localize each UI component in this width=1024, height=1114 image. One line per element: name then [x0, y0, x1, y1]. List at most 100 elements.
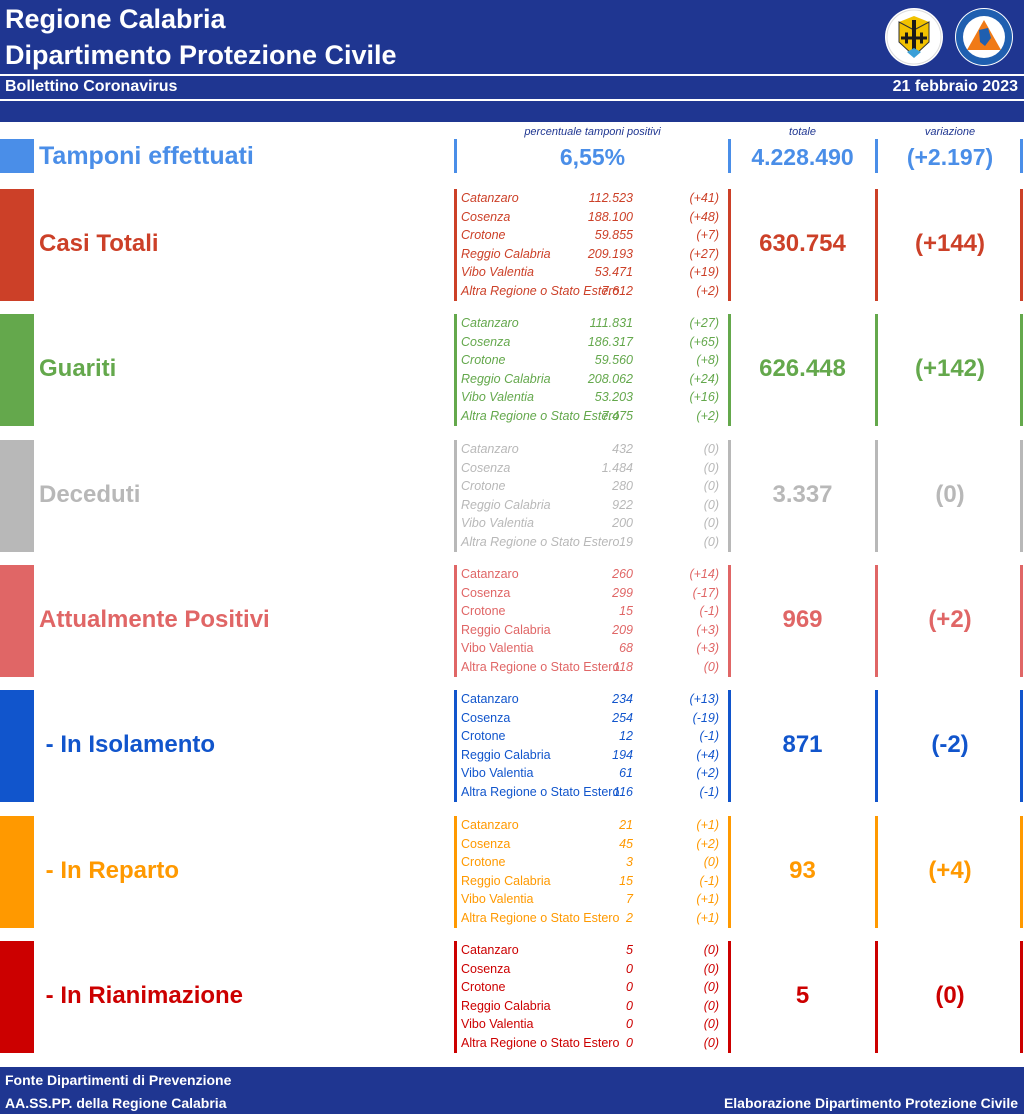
province-value: 234	[612, 692, 633, 706]
province-value: 208.062	[587, 372, 633, 386]
province-value: 280	[612, 479, 633, 493]
protezione-civile-logo-icon	[955, 8, 1013, 66]
province-variation: (+27)	[689, 316, 719, 330]
casi-totali-variation: (+144)	[914, 230, 986, 257]
province-row: Catanzaro 432 (0)	[461, 442, 721, 460]
deceduti-section: Deceduti Catanzaro 432 (0) Cosenza 1.484 (0) Cr…	[0, 440, 1024, 552]
province-value: 7	[626, 892, 633, 906]
province-name: Catanzaro	[461, 316, 519, 330]
province-name: Reggio Calabria	[461, 874, 551, 888]
province-variation: (+7)	[696, 228, 719, 242]
province-name: Catanzaro	[461, 943, 519, 957]
province-variation: (+2)	[696, 409, 719, 423]
province-row: Altra Regione o Stato Estero 7.612 (+2)	[461, 284, 721, 302]
guariti-province-list: Catanzaro 111.831 (+27) Cosenza 186.317 (+65)…	[461, 316, 731, 424]
province-variation: (0)	[703, 535, 719, 549]
header: Regione Calabria Dipartimento Protezione…	[0, 0, 1024, 122]
province-name: Reggio Calabria	[461, 247, 551, 261]
province-variation: (-17)	[692, 586, 719, 600]
bulletin-name: Bollettino Coronavirus	[5, 78, 178, 95]
deceduti-label: Deceduti	[39, 481, 141, 508]
province-name: Cosenza	[461, 711, 511, 725]
province-name: Altra Regione o Stato Estero	[461, 911, 620, 925]
in-reparto-total: 93	[789, 857, 816, 884]
province-row: Reggio Calabria 194 (+4)	[461, 748, 721, 766]
province-variation: (+14)	[689, 567, 719, 581]
province-name: Crotone	[461, 353, 506, 367]
province-row: Reggio Calabria 209.193 (+27)	[461, 247, 721, 265]
province-variation: (+1)	[696, 911, 719, 925]
province-name: Catanzaro	[461, 442, 519, 456]
province-variation: (0)	[703, 461, 719, 475]
deceduti-province-list: Catanzaro 432 (0) Cosenza 1.484 (0) Crotone 280…	[461, 442, 731, 550]
province-variation: (0)	[703, 1017, 719, 1031]
tamponi-pct: 6,55%	[559, 144, 626, 170]
province-value: 53.203	[594, 390, 633, 404]
province-name: Reggio Calabria	[461, 372, 551, 386]
in-reparto-divider	[875, 816, 878, 928]
province-variation: (+3)	[696, 641, 719, 655]
province-variation: (0)	[703, 479, 719, 493]
column-total-heading: totale	[789, 126, 816, 138]
province-row: Catanzaro 21 (+1)	[461, 818, 721, 836]
province-value: 0	[626, 1036, 633, 1050]
in-isolamento-variation: (-2)	[931, 731, 969, 758]
casi-totali-divider	[728, 189, 731, 301]
footer-source: Fonte Dipartimenti di Prevenzione	[5, 1072, 232, 1088]
province-variation: (-19)	[692, 711, 719, 725]
province-variation: (+4)	[696, 748, 719, 762]
province-row: Altra Regione o Stato Estero 0 (0)	[461, 1036, 721, 1054]
province-row: Vibo Valentia 200 (0)	[461, 516, 721, 534]
province-name: Vibo Valentia	[461, 390, 534, 404]
province-name: Vibo Valentia	[461, 766, 534, 780]
province-row: Crotone 280 (0)	[461, 479, 721, 497]
deceduti-divider	[454, 440, 457, 552]
footer: Fonte Dipartimenti di Prevenzione AA.SS.…	[0, 1067, 1024, 1114]
in-rianimazione-divider	[875, 941, 878, 1053]
province-row: Altra Regione o Stato Estero 2 (+1)	[461, 911, 721, 929]
attualmente-positivi-color-block	[0, 565, 34, 677]
casi-totali-divider	[454, 189, 457, 301]
province-row: Crotone 12 (-1)	[461, 729, 721, 747]
in-rianimazione-label: - In Rianimazione	[39, 982, 244, 1009]
province-name: Altra Regione o Stato Estero	[461, 1036, 620, 1050]
province-row: Cosenza 254 (-19)	[461, 711, 721, 729]
province-value: 3	[626, 855, 633, 869]
province-name: Cosenza	[461, 837, 511, 851]
in-isolamento-province-list: Catanzaro 234 (+13) Cosenza 254 (-19) Crotone 1…	[461, 692, 731, 800]
tamponi-divider	[875, 139, 878, 173]
tamponi-label: Tamponi effettuati	[39, 142, 254, 170]
province-name: Cosenza	[461, 210, 511, 224]
column-variation-heading: variazione	[924, 126, 976, 138]
province-name: Catanzaro	[461, 567, 519, 581]
province-variation: (0)	[703, 999, 719, 1013]
province-row: Vibo Valentia 53.471 (+19)	[461, 265, 721, 283]
province-value: 209.193	[587, 247, 633, 261]
province-name: Cosenza	[461, 461, 511, 475]
province-variation: (+1)	[696, 892, 719, 906]
province-variation: (+27)	[689, 247, 719, 261]
guariti-divider	[728, 314, 731, 426]
province-variation: (0)	[703, 442, 719, 456]
province-variation: (+19)	[689, 265, 719, 279]
province-value: 111.831	[589, 316, 633, 330]
in-reparto-color-block	[0, 816, 34, 928]
province-row: Reggio Calabria 922 (0)	[461, 498, 721, 516]
in-reparto-divider	[1020, 816, 1023, 928]
province-variation: (+41)	[689, 191, 719, 205]
province-row: Crotone 15 (-1)	[461, 604, 721, 622]
province-value: 7.475	[601, 409, 633, 423]
province-row: Catanzaro 260 (+14)	[461, 567, 721, 585]
province-value: 59.855	[594, 228, 633, 242]
province-variation: (+1)	[696, 818, 719, 832]
province-row: Vibo Valentia 7 (+1)	[461, 892, 721, 910]
casi-totali-total: 630.754	[759, 230, 846, 257]
province-value: 0	[626, 962, 633, 976]
province-row: Cosenza 0 (0)	[461, 962, 721, 980]
footer-source-agency: AA.SS.PP. della Regione Calabria	[5, 1095, 227, 1111]
province-variation: (+2)	[696, 837, 719, 851]
province-row: Reggio Calabria 208.062 (+24)	[461, 372, 721, 390]
attualmente-positivi-divider	[728, 565, 731, 677]
in-isolamento-divider	[728, 690, 731, 802]
province-row: Altra Regione o Stato Estero 118 (0)	[461, 660, 721, 678]
